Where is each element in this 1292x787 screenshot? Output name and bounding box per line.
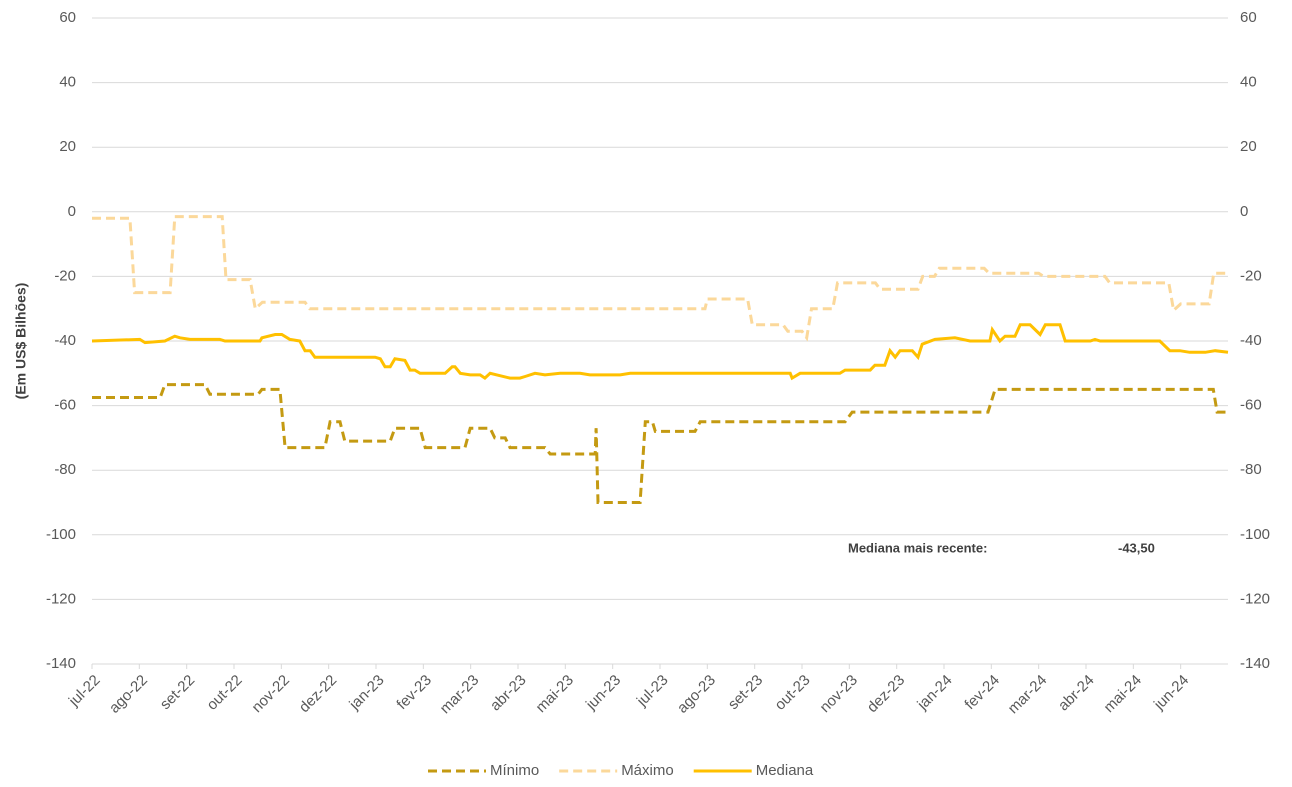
x-tick-label: dez-22 <box>296 672 340 716</box>
y2-tick-label: -120 <box>1240 590 1270 607</box>
y-tick-label: 20 <box>59 138 76 155</box>
y2-tick-label: 40 <box>1240 74 1257 91</box>
y-axis-label: (Em US$ Bilhões) <box>13 283 29 400</box>
x-tick-label: set-22 <box>157 672 199 714</box>
x-tick-label: jun-23 <box>582 672 624 714</box>
x-tick-label: mar-24 <box>1005 672 1051 718</box>
y-tick-label: -100 <box>46 526 76 543</box>
y-tick-label: 0 <box>68 203 76 220</box>
y-tick-label: -140 <box>46 655 76 672</box>
y-tick-label: -20 <box>54 267 76 284</box>
series-line <box>91 323 1229 381</box>
annotation-label: Mediana mais recente: <box>848 540 987 555</box>
x-tick-label: jan-23 <box>345 672 387 714</box>
x-tick-label: mar-23 <box>437 672 483 718</box>
series-line <box>92 215 1228 342</box>
x-tick-label: mai-24 <box>1101 672 1145 716</box>
annotation-value: -43,50 <box>1118 540 1155 555</box>
x-tick-label: jun-24 <box>1150 672 1192 714</box>
x-tick-label: ago-23 <box>674 672 719 717</box>
y-tick-label: -60 <box>54 397 76 414</box>
x-tick-label: jan-24 <box>913 672 955 714</box>
y2-tick-label: -140 <box>1240 655 1270 672</box>
y-tick-label: 40 <box>59 74 76 91</box>
y2-tick-label: 60 <box>1240 9 1257 26</box>
x-tick-label: mai-23 <box>533 672 577 716</box>
x-tick-label: out-23 <box>772 672 814 714</box>
x-tick-label: nov-23 <box>817 672 861 716</box>
y2-tick-label: 20 <box>1240 138 1257 155</box>
legend-label: Mediana <box>756 762 814 779</box>
x-tick-label: nov-22 <box>249 672 293 716</box>
y-tick-label: -80 <box>54 461 76 478</box>
x-tick-label: out-22 <box>204 672 246 714</box>
x-tick-label: jul-23 <box>633 672 672 711</box>
y-tick-label: 60 <box>59 9 76 26</box>
y2-tick-label: -20 <box>1240 267 1262 284</box>
x-tick-label: fev-23 <box>393 672 435 714</box>
y2-tick-label: -60 <box>1240 397 1262 414</box>
y2-tick-label: -100 <box>1240 526 1270 543</box>
y-tick-label: -120 <box>46 590 76 607</box>
y2-tick-label: -80 <box>1240 461 1262 478</box>
x-tick-label: abr-24 <box>1055 672 1098 715</box>
x-tick-label: set-23 <box>725 672 767 714</box>
x-tick-label: dez-23 <box>864 672 908 716</box>
y2-tick-label: -40 <box>1240 332 1262 349</box>
x-tick-label: jul-22 <box>65 672 104 711</box>
legend-label: Mínimo <box>490 762 539 779</box>
x-tick-label: abr-23 <box>487 672 530 715</box>
y-tick-label: -40 <box>54 332 76 349</box>
series-line <box>92 383 1228 504</box>
x-tick-label: ago-22 <box>106 672 151 717</box>
legend-label: Máximo <box>621 762 674 779</box>
y2-tick-label: 0 <box>1240 203 1248 220</box>
x-tick-label: fev-24 <box>961 672 1003 714</box>
